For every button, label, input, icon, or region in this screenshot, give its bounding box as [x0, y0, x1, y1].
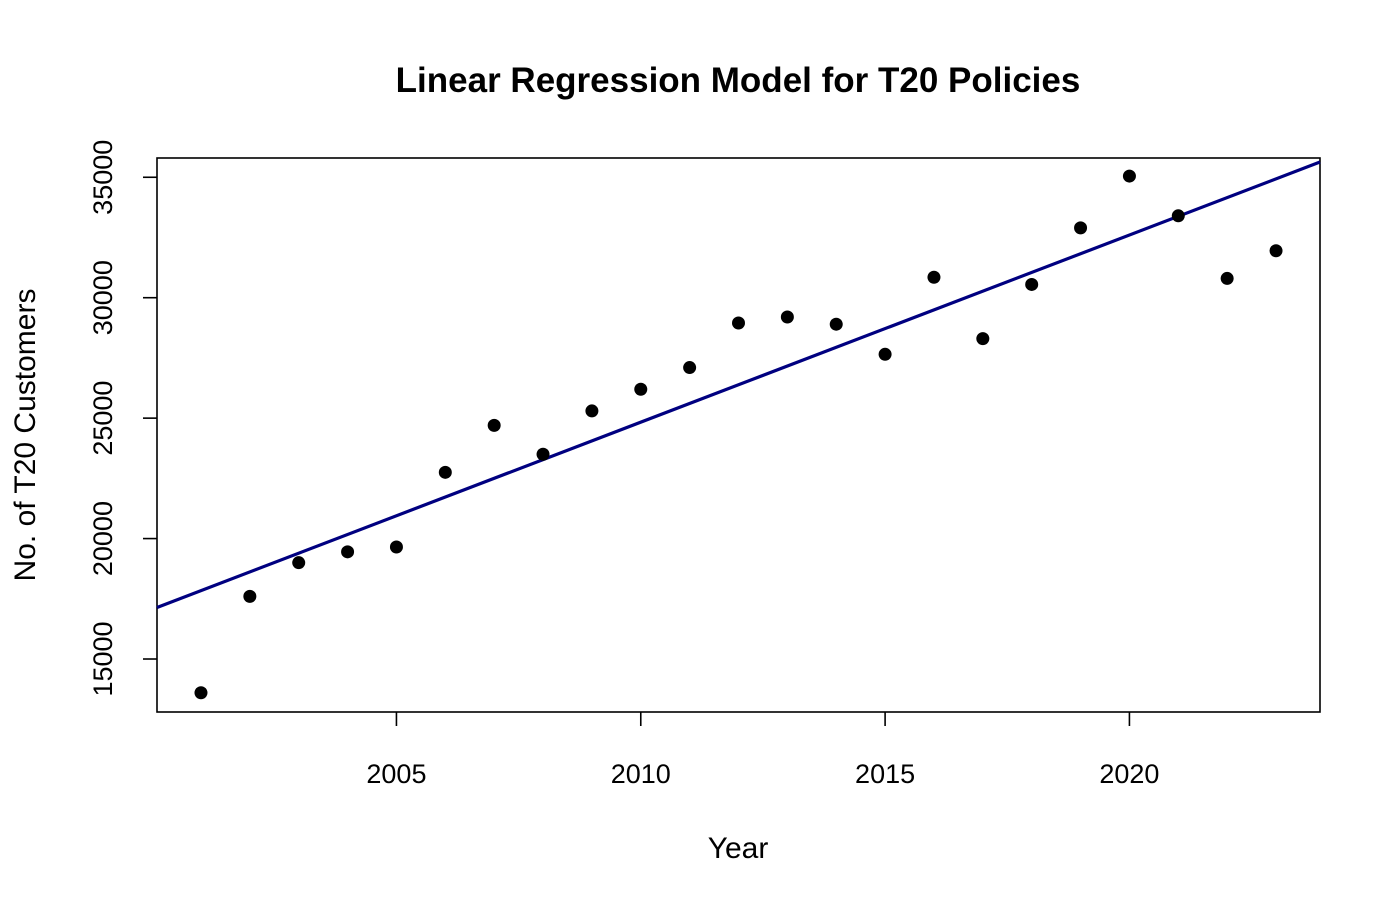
data-point — [780, 310, 794, 324]
data-point — [1220, 271, 1234, 285]
x-tick-label: 2005 — [366, 759, 426, 789]
data-point — [1025, 277, 1039, 291]
data-point — [878, 347, 892, 361]
data-point — [976, 332, 990, 346]
y-axis: 15000 20000 25000 30000 35000 — [88, 140, 157, 697]
data-point — [585, 404, 599, 418]
x-tick-label: 2010 — [611, 759, 671, 789]
data-point — [1171, 209, 1185, 223]
y-tick-label: 15000 — [88, 621, 118, 696]
data-point — [1074, 221, 1088, 235]
data-point — [292, 556, 306, 570]
x-axis: 2005 2010 2015 2020 — [366, 712, 1159, 789]
data-point — [389, 540, 403, 554]
data-point — [1269, 244, 1283, 258]
data-point — [732, 316, 745, 330]
y-tick-label: 30000 — [88, 260, 118, 335]
data-point — [536, 447, 550, 461]
regression-layer — [156, 160, 1321, 609]
chart-title: Linear Regression Model for T20 Policies — [396, 61, 1081, 100]
y-axis-label: No. of T20 Customers — [9, 289, 42, 582]
y-tick-label: 20000 — [88, 501, 118, 576]
data-point — [683, 361, 697, 375]
data-point — [634, 382, 648, 396]
data-point — [243, 589, 257, 603]
x-tick-label: 2015 — [855, 759, 915, 789]
points-layer — [194, 169, 1283, 700]
data-point — [194, 686, 208, 700]
data-point — [438, 465, 452, 479]
data-point — [1122, 169, 1136, 183]
data-point — [927, 270, 941, 284]
data-point — [341, 545, 355, 559]
x-axis-label: Year — [708, 832, 769, 865]
x-tick-label: 2020 — [1099, 759, 1159, 789]
y-tick-label: 25000 — [88, 381, 118, 456]
data-point — [829, 317, 843, 331]
data-point — [487, 418, 501, 432]
y-tick-label: 35000 — [88, 140, 118, 215]
regression-line — [156, 160, 1321, 609]
plot-frame — [156, 157, 1321, 713]
